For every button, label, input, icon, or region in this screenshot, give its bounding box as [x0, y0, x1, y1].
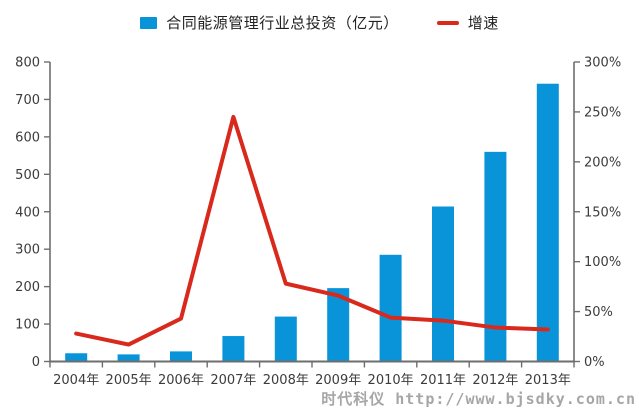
bar-2013年 [536, 83, 559, 361]
right-axis-tick-label: 50% [584, 305, 613, 320]
left-axis-tick-label: 700 [15, 93, 40, 108]
left-axis-tick-label: 300 [15, 243, 40, 258]
bar-2006年 [170, 351, 192, 361]
legend-item-growth: 增速 [436, 12, 499, 33]
line-series-swatch-icon [436, 20, 459, 25]
bar-series-swatch-icon [140, 16, 158, 29]
bar-2011年 [432, 206, 454, 361]
right-axis-tick-label: 0% [584, 355, 605, 370]
x-axis-category-label: 2007年 [210, 373, 256, 388]
x-axis-category-label: 2004年 [53, 373, 99, 388]
chart-legend: 合同能源管理行业总投资（亿元） 增速 [0, 12, 639, 33]
right-axis-tick-label: 200% [584, 155, 621, 170]
growth-rate-line [74, 114, 550, 347]
left-axis-tick-label: 200 [15, 280, 40, 295]
left-axis-tick-label: 100 [15, 318, 40, 333]
bar-2012年 [484, 151, 507, 361]
x-axis-category-label: 2013年 [525, 373, 571, 388]
x-axis-category-label: 2010年 [368, 373, 414, 388]
legend-item-investment: 合同能源管理行业总投资（亿元） [140, 12, 399, 33]
x-axis-category-label: 2005年 [106, 373, 152, 388]
x-axis-category-label: 2008年 [263, 373, 309, 388]
bar-2010年 [379, 254, 402, 361]
right-axis-tick-label: 250% [584, 105, 621, 120]
left-axis-tick-label: 500 [15, 168, 40, 183]
bar-2007年 [222, 336, 245, 361]
legend-label-investment: 合同能源管理行业总投资（亿元） [166, 14, 399, 32]
x-axis-category-label: 2011年 [420, 373, 466, 388]
bar-2005年 [117, 354, 140, 361]
bar-2008年 [274, 316, 297, 361]
bar-2009年 [327, 288, 350, 361]
right-axis-tick-label: 100% [584, 255, 621, 270]
left-axis-tick-label: 0 [32, 355, 40, 370]
bar-2004年 [65, 353, 88, 361]
x-axis-category-label: 2012年 [472, 373, 518, 388]
x-axis-category-label: 2006年 [158, 373, 204, 388]
left-axis-tick-label: 600 [15, 130, 40, 145]
watermark: 时代科仪 http://www.bjsdky.com.cn [321, 390, 636, 408]
right-axis-tick-label: 300% [584, 56, 621, 71]
legend-label-growth: 增速 [467, 14, 499, 32]
x-axis-category-label: 2009年 [315, 373, 361, 388]
right-axis-tick-label: 150% [584, 205, 621, 220]
left-axis-tick-label: 800 [15, 56, 40, 71]
left-axis-tick-label: 400 [15, 205, 40, 220]
